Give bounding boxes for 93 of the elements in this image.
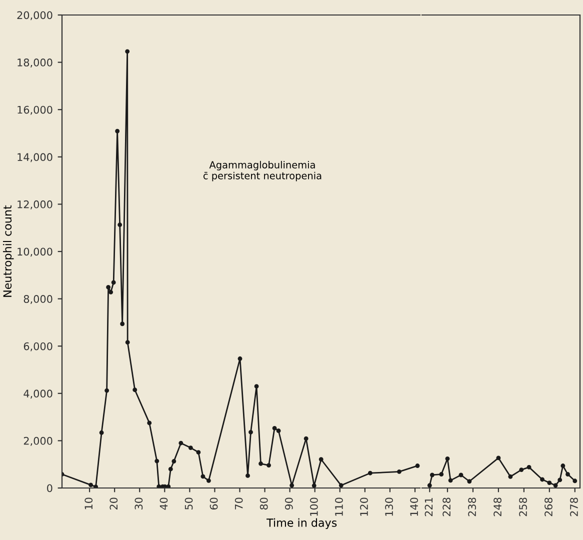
y-tick-label: 14,000 <box>18 153 52 162</box>
point <box>458 472 464 478</box>
x-tick-label: 278 <box>570 498 578 516</box>
point <box>439 472 444 477</box>
x-tick-label: 140 <box>410 498 418 516</box>
x-tick-label: 120 <box>360 498 368 516</box>
x-tick-label: 258 <box>519 498 527 516</box>
point <box>547 480 552 486</box>
point <box>526 464 532 470</box>
point <box>560 464 566 468</box>
point <box>445 456 450 461</box>
annotation: Agammaglobulinemia c̄ persistent neutropenia <box>203 160 322 182</box>
point <box>172 459 176 464</box>
point <box>558 478 562 482</box>
point <box>430 472 434 478</box>
x-tick-label: 248 <box>494 498 502 516</box>
y-tick-label: 20,000 <box>17 11 52 20</box>
point <box>427 483 432 488</box>
y-tick-label: 16,000 <box>18 106 52 115</box>
point <box>318 457 324 462</box>
point <box>448 478 453 483</box>
x-tick-label: 60 <box>210 498 218 510</box>
x-tick-label: 40 <box>160 498 168 510</box>
x-tick-label: 50 <box>184 498 193 510</box>
point <box>178 440 184 446</box>
point <box>125 49 130 54</box>
point <box>508 474 513 479</box>
point <box>88 482 94 488</box>
point <box>246 473 250 478</box>
y-tick-label: 8,000 <box>24 295 52 304</box>
x-tick-label: 268 <box>544 498 552 516</box>
point <box>108 290 114 294</box>
y-tick-label: 12,000 <box>18 200 52 210</box>
point <box>125 340 130 345</box>
point <box>290 483 294 488</box>
x-tick-label: 90 <box>284 498 293 510</box>
point <box>166 484 171 488</box>
point <box>304 436 308 441</box>
point <box>106 284 111 290</box>
point <box>99 430 104 435</box>
y-axis-title: Neutrophil count <box>2 205 14 297</box>
x-tick-label: 20 <box>110 498 118 510</box>
y-tick-label: 10,000 <box>18 248 52 257</box>
x-axis-title: Time in days <box>266 518 337 530</box>
x-tick-label: 130 <box>385 498 393 516</box>
point <box>120 322 125 326</box>
point <box>272 426 277 430</box>
point <box>147 420 152 426</box>
point <box>168 466 173 472</box>
point <box>467 479 472 484</box>
point <box>254 384 259 389</box>
point <box>115 128 120 134</box>
x-tick-label: 30 <box>134 498 143 510</box>
y-tick-label: 2,000 <box>24 436 52 446</box>
y-tick-label: 0 <box>47 484 52 492</box>
point <box>553 483 558 488</box>
point <box>156 484 162 488</box>
point <box>276 428 281 433</box>
point <box>397 469 402 474</box>
point <box>238 356 242 361</box>
y-tick-label: 18,000 <box>18 58 52 68</box>
point <box>312 483 316 488</box>
point <box>540 477 545 482</box>
x-tick-label: 221 <box>424 498 433 516</box>
point <box>248 430 253 434</box>
point <box>118 222 122 227</box>
x-tick-label: 100 <box>310 498 318 516</box>
x-tick-label: 10 <box>84 498 93 510</box>
point <box>566 472 570 477</box>
point <box>266 463 272 468</box>
point <box>188 446 193 450</box>
x-tick-label: 238 <box>468 498 476 516</box>
point <box>206 478 211 483</box>
point <box>519 468 524 472</box>
point <box>200 474 206 479</box>
x-tick-label: 70 <box>234 498 243 510</box>
x-tick-label: 228 <box>442 498 451 516</box>
point <box>368 470 372 476</box>
point <box>94 484 98 488</box>
point <box>496 456 501 460</box>
point <box>104 388 110 393</box>
point <box>154 458 160 464</box>
y-tick-label: 4,000 <box>24 390 52 399</box>
point <box>258 461 263 466</box>
x-tick-label: 110 <box>335 498 343 516</box>
point <box>111 280 116 285</box>
x-tick-label: 80 <box>260 498 268 510</box>
point <box>196 450 201 455</box>
point <box>132 388 138 392</box>
point <box>572 478 578 484</box>
point <box>338 483 344 488</box>
point <box>415 464 420 468</box>
y-tick-label: 6,000 <box>24 342 52 352</box>
